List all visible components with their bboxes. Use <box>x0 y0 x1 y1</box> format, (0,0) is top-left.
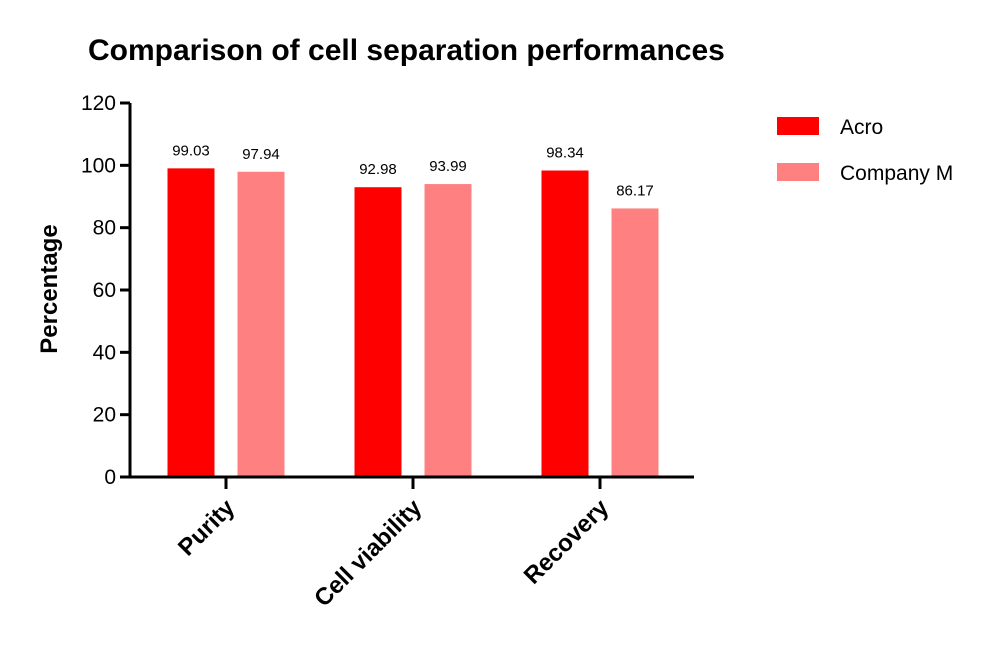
legend: Acro Company M <box>777 116 953 185</box>
bar-1-2 <box>611 208 659 477</box>
y-tick-label: 0 <box>104 466 116 489</box>
legend-swatch <box>777 163 819 181</box>
legend-label: Company M <box>840 162 953 185</box>
data-label: 92.98 <box>359 161 397 178</box>
legend-label: Acro <box>840 116 883 139</box>
y-tick-label: 40 <box>93 341 116 364</box>
data-label: 99.03 <box>172 142 210 159</box>
y-tick-label: 20 <box>93 404 116 427</box>
bar-0-1 <box>354 187 402 477</box>
legend-swatch <box>777 117 819 135</box>
bar-0-2 <box>541 170 589 477</box>
y-tick-label: 100 <box>81 154 116 177</box>
y-tick-label: 60 <box>93 279 116 302</box>
x-tick-label: Cell viability <box>309 494 428 613</box>
bar-1-1 <box>424 184 472 477</box>
x-tick-label: Recovery <box>519 494 615 590</box>
bar-1-0 <box>237 171 285 477</box>
y-axis-label: Percentage <box>36 224 63 353</box>
bar-0-0 <box>167 168 215 477</box>
chart-title: Comparison of cell separation performanc… <box>88 34 725 67</box>
y-tick-label: 80 <box>93 217 116 240</box>
data-label: 86.17 <box>616 182 654 199</box>
data-label: 97.94 <box>242 146 280 163</box>
plot-area: 99.03 92.98 98.34 97.94 93.99 86.17 0 20 40 60 80 1… <box>81 92 694 612</box>
x-tick-label: Purity <box>173 494 241 562</box>
data-label: 93.99 <box>429 158 467 175</box>
y-tick-label: 120 <box>81 92 116 115</box>
data-label: 98.34 <box>546 145 584 162</box>
